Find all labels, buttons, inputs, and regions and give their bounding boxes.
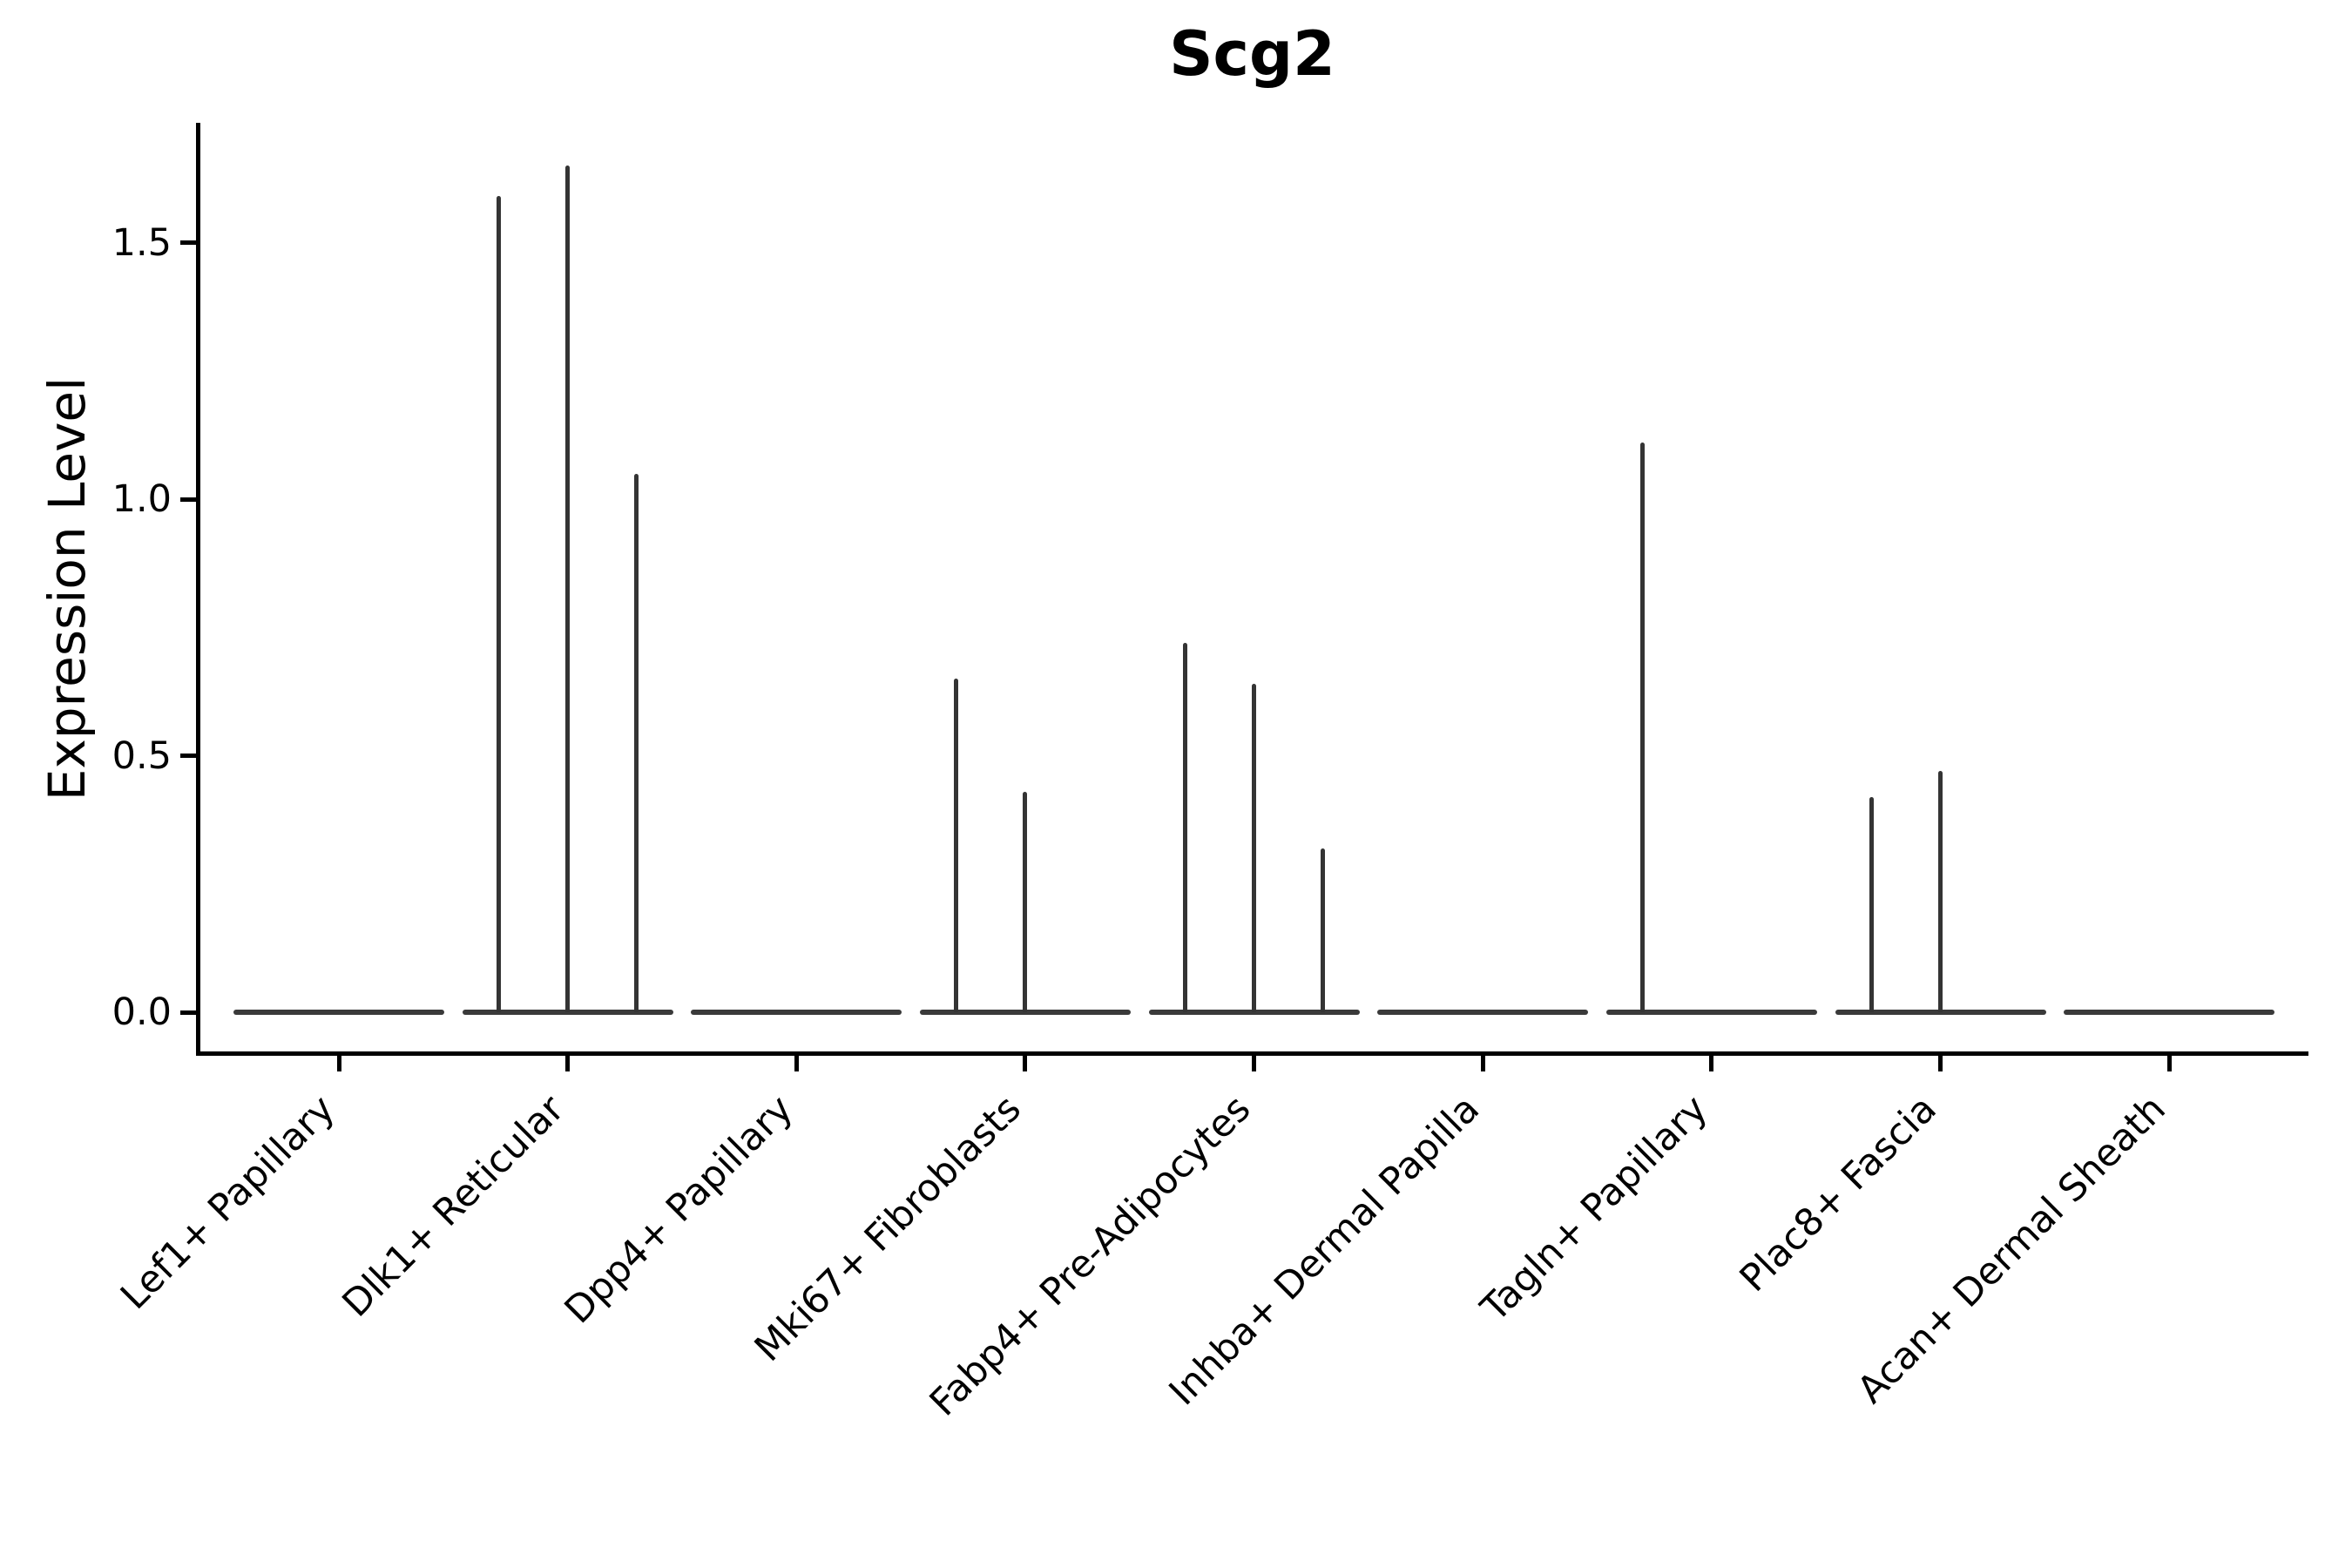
violin-spike (1321, 848, 1326, 1012)
plot-title: Scg2 (1169, 18, 1335, 90)
violin-spike (497, 196, 502, 1012)
x-tick-label: Lef1+ Papillary (112, 1087, 344, 1319)
y-tick (180, 1010, 196, 1015)
y-axis-line (196, 123, 200, 1056)
x-tick (1480, 1056, 1485, 1071)
violin-spike (954, 679, 959, 1012)
violin-baseline (691, 1010, 902, 1015)
x-tick-label: Plac8+ Fascia (1732, 1087, 1945, 1301)
violin-baseline (919, 1010, 1131, 1015)
x-tick (1252, 1056, 1257, 1071)
violin-baseline (1377, 1010, 1589, 1015)
violin-spike (1869, 796, 1875, 1012)
x-tick (2166, 1056, 2172, 1071)
violin-spike (1183, 642, 1188, 1012)
violin-baseline (1605, 1010, 1817, 1015)
x-tick (565, 1056, 571, 1071)
violin-spike (1640, 443, 1646, 1012)
violin-spike (1252, 684, 1257, 1012)
violin-spike (1023, 791, 1028, 1012)
x-tick (336, 1056, 341, 1071)
x-tick-label: Dlk1+ Reticular (334, 1087, 573, 1326)
x-tick (1023, 1056, 1028, 1071)
x-tick-label: Tagln+ Papillary (1473, 1087, 1717, 1331)
violin-spike (565, 166, 571, 1012)
y-tick (180, 754, 196, 758)
y-tick-label: 1.5 (112, 220, 172, 265)
violin-baseline (462, 1010, 673, 1015)
x-tick (1938, 1056, 1943, 1071)
violin-baseline (2064, 1010, 2275, 1015)
x-tick (794, 1056, 799, 1071)
x-tick (1709, 1056, 1714, 1071)
violin-baseline (233, 1010, 444, 1015)
y-tick (180, 240, 196, 245)
violin-baseline (1148, 1010, 1360, 1015)
y-tick-label: 0.5 (112, 733, 172, 778)
y-tick-label: 0.0 (112, 990, 172, 1034)
y-tick (180, 497, 196, 502)
violin-spike (634, 473, 639, 1012)
violin-baseline (1835, 1010, 2046, 1015)
y-tick-label: 1.0 (112, 477, 172, 521)
x-tick-label: Dpp4+ Papillary (556, 1087, 801, 1333)
x-axis-line (196, 1051, 2308, 1056)
violin-spike (1938, 771, 1943, 1012)
